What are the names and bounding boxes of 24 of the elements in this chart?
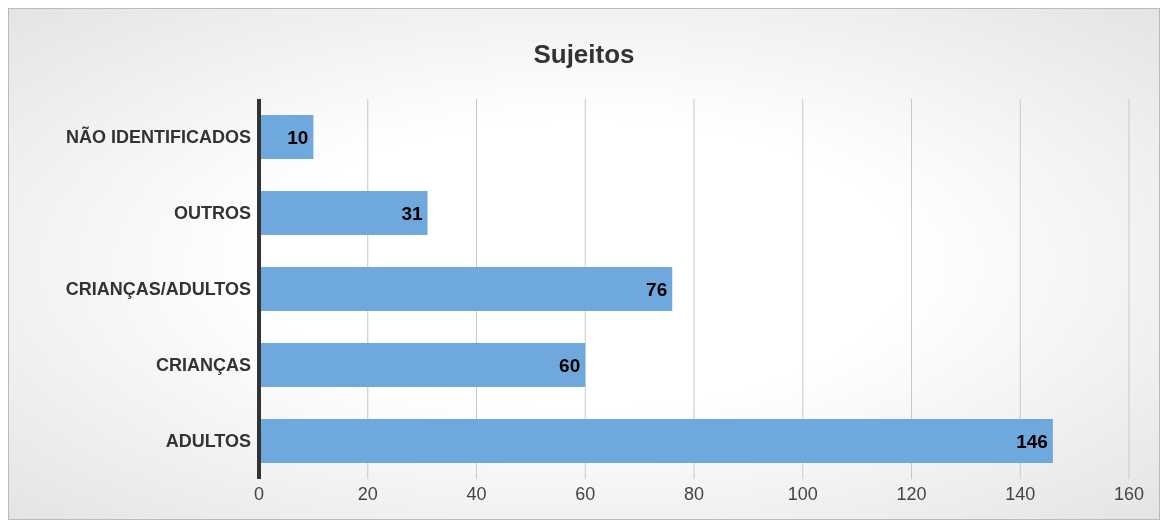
y-tick-label: OUTROS [173,203,251,224]
x-tick-label: 80 [683,483,705,504]
y-tick-label: NÃO IDENTIFICADOS [65,126,251,148]
y-tick-label: ADULTOS [165,431,251,452]
x-tick-label: 160 [1113,483,1145,504]
bar [259,343,586,387]
bar [259,267,673,311]
data-label: 146 [1016,430,1048,452]
y-tick-label: CRIANÇAS/ADULTOS [65,279,251,300]
y-tick-label: CRIANÇAS [155,355,251,376]
x-tick-label: 100 [787,483,818,504]
x-tick-label: 20 [357,483,378,504]
chart-title: Sujeitos [532,38,636,71]
x-tick-label: 40 [466,483,487,504]
data-label: 76 [646,278,668,300]
bar [259,191,428,235]
data-label: 60 [559,354,581,376]
bar [259,419,1053,463]
x-tick-label: 0 [253,483,265,504]
data-label: 31 [401,202,423,224]
data-label: 10 [287,126,309,148]
x-tick-label: 140 [1005,483,1036,504]
x-tick-label: 120 [896,483,927,504]
x-tick-label: 60 [575,483,596,504]
